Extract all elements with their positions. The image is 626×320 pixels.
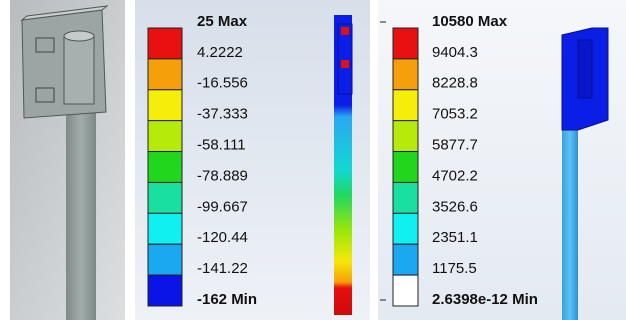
legend-swatch [393, 244, 418, 275]
legend-swatch [393, 121, 418, 152]
page: {"panels": [ {"legend": {"labels": ["25 … [0, 0, 626, 320]
legend-label: -99.667 [197, 198, 248, 215]
legend-label: -141.22 [197, 260, 248, 277]
legend-swatch [148, 90, 182, 121]
legend-label: 7053.2 [432, 106, 478, 123]
geometry-panel [10, 0, 125, 320]
legend-label: 3526.6 [432, 198, 478, 215]
legend-label: -120.44 [197, 229, 248, 246]
legend-swatch [393, 152, 418, 183]
legend-swatch [148, 275, 182, 306]
screenshot: 25 Max 4.2222 -16.556 -37.333 -58.111 -78.889… [0, 0, 626, 320]
legend-swatch [148, 213, 182, 244]
legend-label: 1175.5 [432, 260, 477, 277]
legend-swatch [393, 90, 418, 121]
legend-label: 5877.7 [432, 137, 478, 154]
legend-swatch [393, 275, 418, 306]
legend-label: 8228.8 [432, 75, 478, 92]
legend-label: -162 Min [197, 291, 257, 308]
legend-swatch [393, 59, 418, 90]
legend-swatch [393, 182, 418, 213]
legend-label: 4702.2 [432, 167, 478, 184]
legend-label: 10580 Max [432, 13, 508, 30]
legend-swatch [148, 182, 182, 213]
legend-label: -37.333 [197, 106, 248, 123]
legend-label: -78.889 [197, 167, 248, 184]
legend-swatch [148, 244, 182, 275]
legend-label: 2.6398e-12 Min [432, 291, 538, 308]
legend-label: 9404.3 [432, 44, 478, 61]
legend-swatch [148, 152, 182, 183]
legend-swatch [148, 28, 182, 59]
legend-swatch [148, 59, 182, 90]
legend-swatch [393, 213, 418, 244]
legend-label: 25 Max [197, 13, 248, 30]
legend-label: 4.2222 [197, 44, 243, 61]
legend-label: 2351.1 [432, 229, 478, 246]
legend-label: -58.111 [197, 137, 246, 154]
legend-label: -16.556 [197, 75, 248, 92]
legend-swatch [148, 121, 182, 152]
legend-swatch [393, 28, 418, 59]
